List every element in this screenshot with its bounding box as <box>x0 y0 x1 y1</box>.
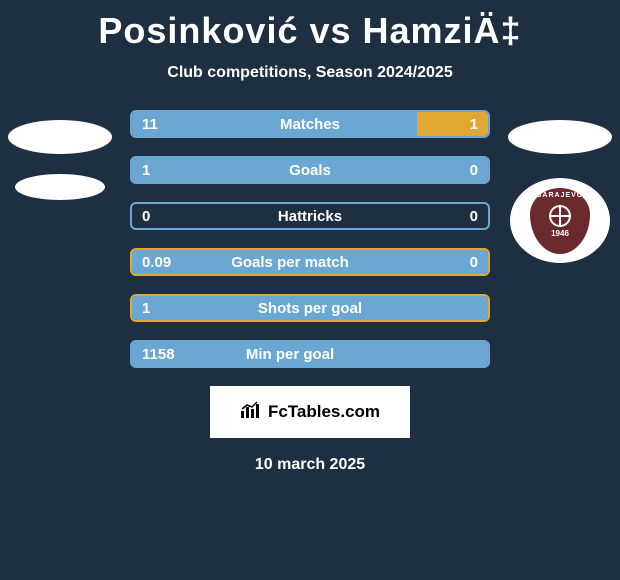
page-title: Posinković vs HamziÄ‡ <box>0 0 620 52</box>
stat-bar: 1158Min per goal <box>130 340 490 368</box>
bar-label: Goals per match <box>130 254 468 271</box>
player-right-silhouette <box>508 120 612 154</box>
ball-icon <box>549 205 571 227</box>
club-year: 1946 <box>551 229 569 238</box>
footer-brand-text: FcTables.com <box>268 402 380 422</box>
bar-value-right: 0 <box>470 254 478 271</box>
stat-bar: 0.090Goals per match <box>130 248 490 276</box>
stats-bars: 111Matches 10Goals 00Hattricks 0.090Goals p… <box>130 110 490 368</box>
footer-brand-box: FcTables.com <box>210 386 410 438</box>
bar-label: Hattricks <box>132 208 488 225</box>
bar-label: Goals <box>132 162 488 179</box>
footer-date: 10 march 2025 <box>0 456 620 474</box>
bar-label: Shots per goal <box>132 300 488 317</box>
player-left-silhouette <box>8 120 112 200</box>
club-logo: SARAJEVO 1946 <box>510 178 610 263</box>
bar-label: Matches <box>132 116 488 133</box>
chart-icon <box>240 401 262 424</box>
stat-bar: 1Shots per goal <box>130 294 490 322</box>
club-name-text: SARAJEVO <box>537 192 584 199</box>
stat-bar: 10Goals <box>130 156 490 184</box>
stat-bar: 00Hattricks <box>130 202 490 230</box>
stat-bar: 111Matches <box>130 110 490 138</box>
page-subtitle: Club competitions, Season 2024/2025 <box>0 64 620 82</box>
bar-label: Min per goal <box>130 346 468 363</box>
